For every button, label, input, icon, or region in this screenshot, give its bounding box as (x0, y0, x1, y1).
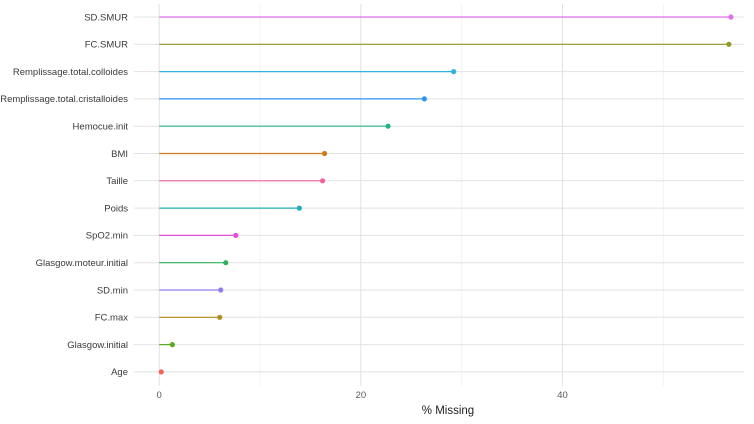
category-label: Glasgow.moteur.initial (36, 258, 128, 269)
lollipop-point (421, 96, 427, 102)
category-label-layer: SD.SMUR FC.SMUR Remplissage.total.colloide… (0, 12, 128, 378)
tick-label-layer: 0 20 40 (157, 390, 568, 401)
category-label: SD.min (97, 285, 128, 296)
x-tick-label: 40 (557, 390, 568, 401)
category-label: Glasgow.initial (67, 340, 128, 351)
lollipop-point (218, 287, 224, 293)
lollipop-point (217, 314, 223, 320)
lollipop-point (451, 69, 457, 75)
lollipop-point (233, 232, 239, 238)
lollipop-point (296, 205, 302, 211)
category-label: Remplissage.total.colloides (13, 67, 128, 78)
category-label: FC.SMUR (85, 40, 128, 51)
category-label: SpO2.min (86, 231, 128, 242)
lollipop-point (321, 150, 328, 157)
lollipop-point (158, 369, 164, 375)
category-label: BMI (111, 149, 128, 160)
category-label: Hemocue.init (73, 122, 129, 133)
x-tick-label: 0 (157, 390, 162, 401)
stem-layer (159, 16, 731, 373)
x-tick-label: 20 (356, 390, 367, 401)
category-label: Age (111, 367, 128, 378)
category-label: SD.SMUR (84, 12, 128, 23)
category-label: Poids (104, 203, 128, 214)
point-layer (158, 14, 734, 375)
lollipop-point (169, 342, 175, 348)
lollipop-point (728, 14, 734, 20)
category-label: Taille (106, 176, 128, 187)
x-axis-title: % Missing (422, 405, 474, 417)
lollipop-point (726, 41, 732, 47)
category-label: Remplissage.total.cristalloides (0, 94, 128, 105)
category-label: FC.max (95, 313, 129, 324)
lollipop-point (223, 260, 229, 266)
lollipop-point (319, 178, 326, 184)
lollipop-point (385, 123, 391, 129)
